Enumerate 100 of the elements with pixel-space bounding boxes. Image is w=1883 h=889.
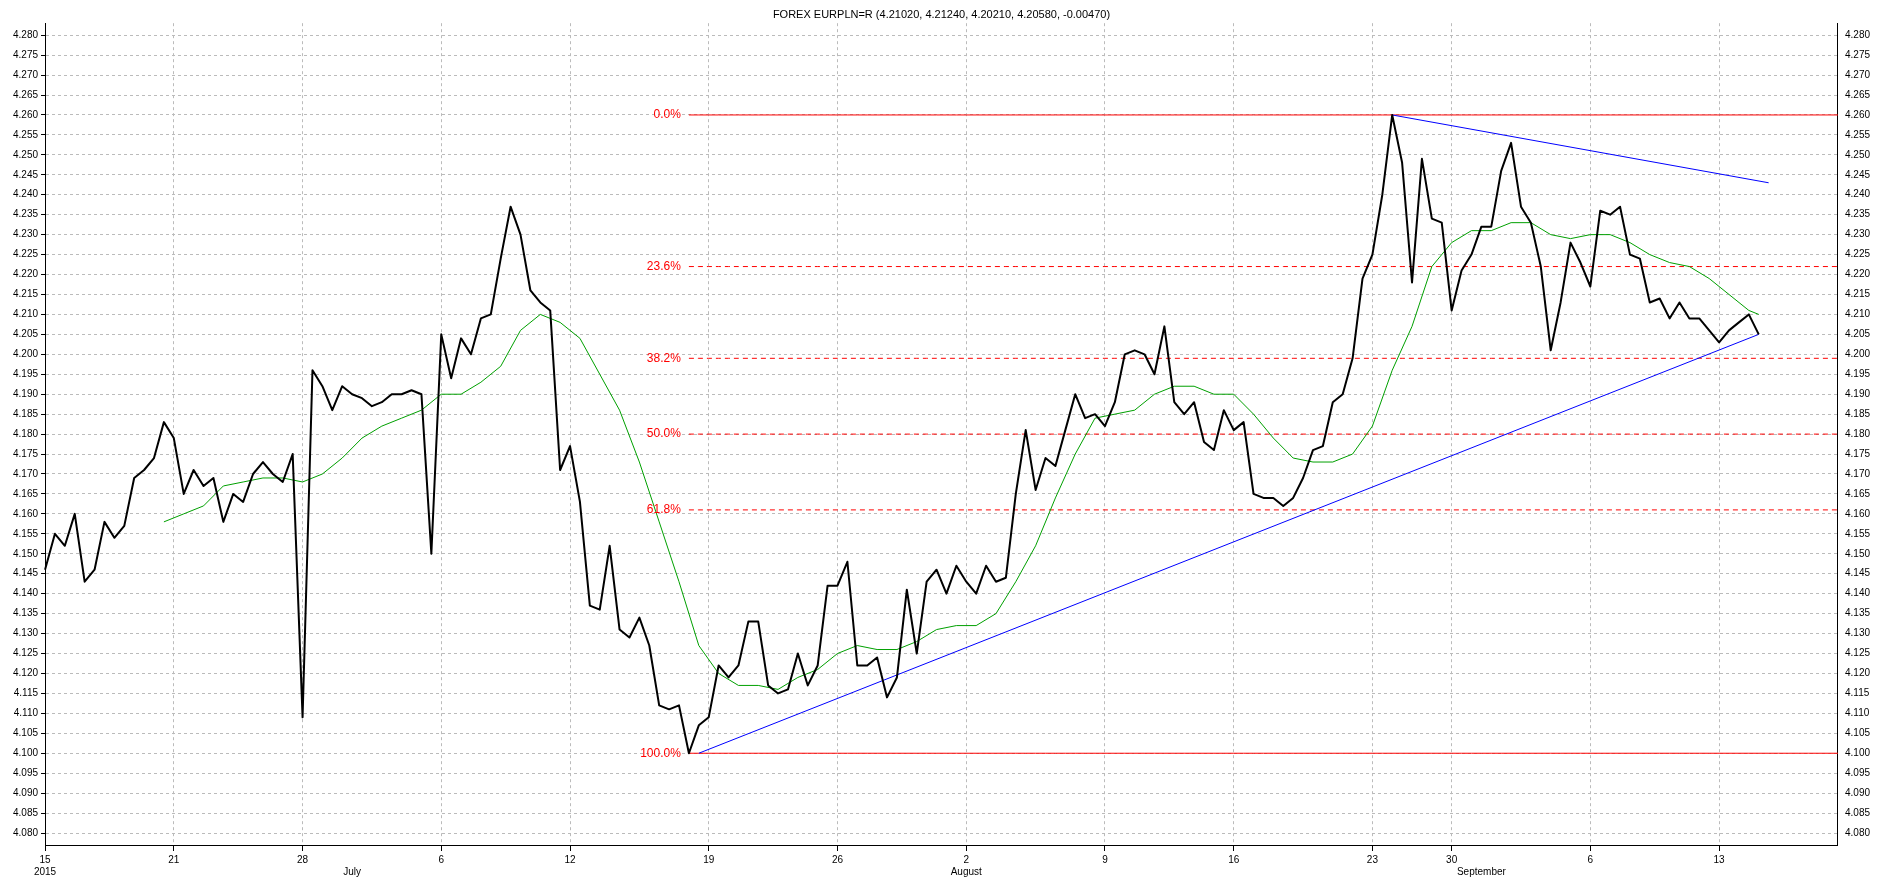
y-tick-label: 4.260 [12,108,39,120]
y2-tick-label: 4.280 [1844,28,1871,40]
y-tick-label: 4.165 [12,487,39,499]
y2-tick-label: 4.230 [1844,228,1871,240]
y2-tick-label: 4.100 [1844,747,1871,758]
y2-tick-label: 4.255 [1844,128,1871,140]
y-tick-label: 4.120 [12,667,39,679]
y2-tick-label: 4.090 [1844,786,1871,798]
y-tick-label: 4.145 [12,567,39,579]
y-tick-label: 4.220 [12,268,39,280]
x-tick-label: 6 [438,853,445,865]
x-tick-label: 12 [564,853,577,865]
y2-tick-label: 4.160 [1844,507,1871,519]
y-tick-label: 4.130 [12,627,39,639]
y-tick-label: 4.140 [12,587,39,599]
y2-tick-label: 4.110 [1844,707,1870,719]
y2-tick-label: 4.245 [1844,168,1871,180]
y2-tick-label: 4.200 [1844,348,1871,360]
x-tick-label: 9 [1102,853,1109,865]
y2-tick-label: 4.150 [1844,547,1871,559]
y-tick-label: 4.085 [12,806,39,818]
y2-tick-label: 4.115 [1844,687,1870,699]
x-tick-label: 19 [703,853,715,865]
y-tick-label: 4.255 [12,128,39,140]
y-tick-label: 4.105 [12,727,39,739]
y2-tick-label: 4.220 [1844,268,1871,280]
x-tick-label: 21 [168,853,180,865]
y2-tick-label: 4.120 [1844,667,1871,679]
y-tick-label: 4.195 [12,368,39,380]
x-tick-label: 28 [297,853,309,865]
y-tick-label: 4.190 [12,387,39,399]
y-tick-label: 4.210 [12,308,39,320]
y2-tick-label: 4.205 [1844,328,1871,340]
y-tick-label: 4.150 [12,547,39,559]
y2-tick-label: 4.145 [1844,567,1871,579]
y-tick-label: 4.110 [13,707,39,719]
x-tick-label: September [1456,865,1507,877]
y-tick-label: 4.235 [12,208,39,220]
y2-tick-label: 4.080 [1844,826,1871,838]
y-tick-label: 4.215 [12,288,39,300]
y2-tick-label: 4.180 [1844,427,1871,439]
y-tick-label: 4.200 [12,348,39,360]
y-tick-label: 4.135 [12,607,39,619]
y-tick-label: 4.115 [13,687,39,699]
y-tick-label: 4.175 [12,447,39,459]
y2-tick-label: 4.275 [1844,48,1871,60]
y2-tick-label: 4.215 [1844,288,1871,300]
y-tick-label: 4.100 [12,747,39,758]
x-tick-label: July [343,865,361,877]
x-tick-label: 2 August [950,853,983,877]
x-tick-label: 26 [831,853,844,865]
series-label: 100.0% [640,745,682,760]
y-tick-label: 4.180 [12,427,39,439]
y-tick-label: 4.275 [12,48,39,60]
series-label: 0.0% [653,107,682,122]
y2-tick-label: 4.225 [1844,248,1871,260]
y2-tick-label: 4.085 [1844,806,1871,818]
y-tick-label: 4.080 [12,826,39,838]
x-tick-label: 16 [1228,853,1240,865]
x-tick-label: 15 2015 [33,853,57,877]
y2-tick-label: 4.165 [1844,487,1871,499]
x-tick-label: 23 [1366,853,1379,865]
y-tick-label: 4.095 [12,766,39,778]
x-tick-label: 6 [1587,853,1594,865]
y-tick-label: 4.245 [12,168,39,180]
y-tick-label: 4.250 [12,148,39,160]
y-tick-label: 4.185 [12,407,39,419]
x-tick-label: 30 [1446,853,1458,865]
y2-tick-label: 4.105 [1844,727,1871,739]
y2-tick-label: 4.265 [1844,88,1871,100]
y-tick-label: 4.090 [12,786,39,798]
y2-tick-label: 4.235 [1844,208,1871,220]
y2-tick-label: 4.270 [1844,68,1871,80]
y2-tick-label: 4.095 [1844,766,1871,778]
series-label: 38.2% [646,350,682,365]
y-tick-label: 4.170 [12,467,39,479]
y-tick-label: 4.265 [12,88,39,100]
y-tick-label: 4.230 [12,228,39,240]
y2-tick-label: 4.125 [1844,647,1871,659]
y2-tick-label: 4.240 [1844,188,1871,200]
y-tick-label: 4.205 [12,328,39,340]
y2-tick-label: 4.135 [1844,607,1871,619]
series-label: 23.6% [646,258,682,273]
chart-title: FOREX EURPLN=R (4.21020, 4.21240, 4.20210, 4.20580, -0.00470) [772,7,1111,20]
y2-tick-label: 4.175 [1844,447,1871,459]
y2-tick-label: 4.260 [1844,108,1871,120]
y2-tick-label: 4.250 [1844,148,1871,160]
y2-tick-label: 4.130 [1844,627,1871,639]
y-tick-label: 4.280 [12,28,39,40]
y-tick-label: 4.225 [12,248,39,260]
y2-tick-label: 4.195 [1844,368,1871,380]
y2-tick-label: 4.190 [1844,387,1871,399]
series-label: 50.0% [646,426,682,441]
y2-tick-label: 4.155 [1844,527,1871,539]
y-tick-label: 4.240 [12,188,39,200]
y-tick-label: 4.125 [12,647,39,659]
y2-tick-label: 4.210 [1844,308,1871,320]
y-tick-label: 4.270 [12,68,39,80]
y2-tick-label: 4.140 [1844,587,1871,599]
x-tick-label: 13 [1713,853,1726,865]
